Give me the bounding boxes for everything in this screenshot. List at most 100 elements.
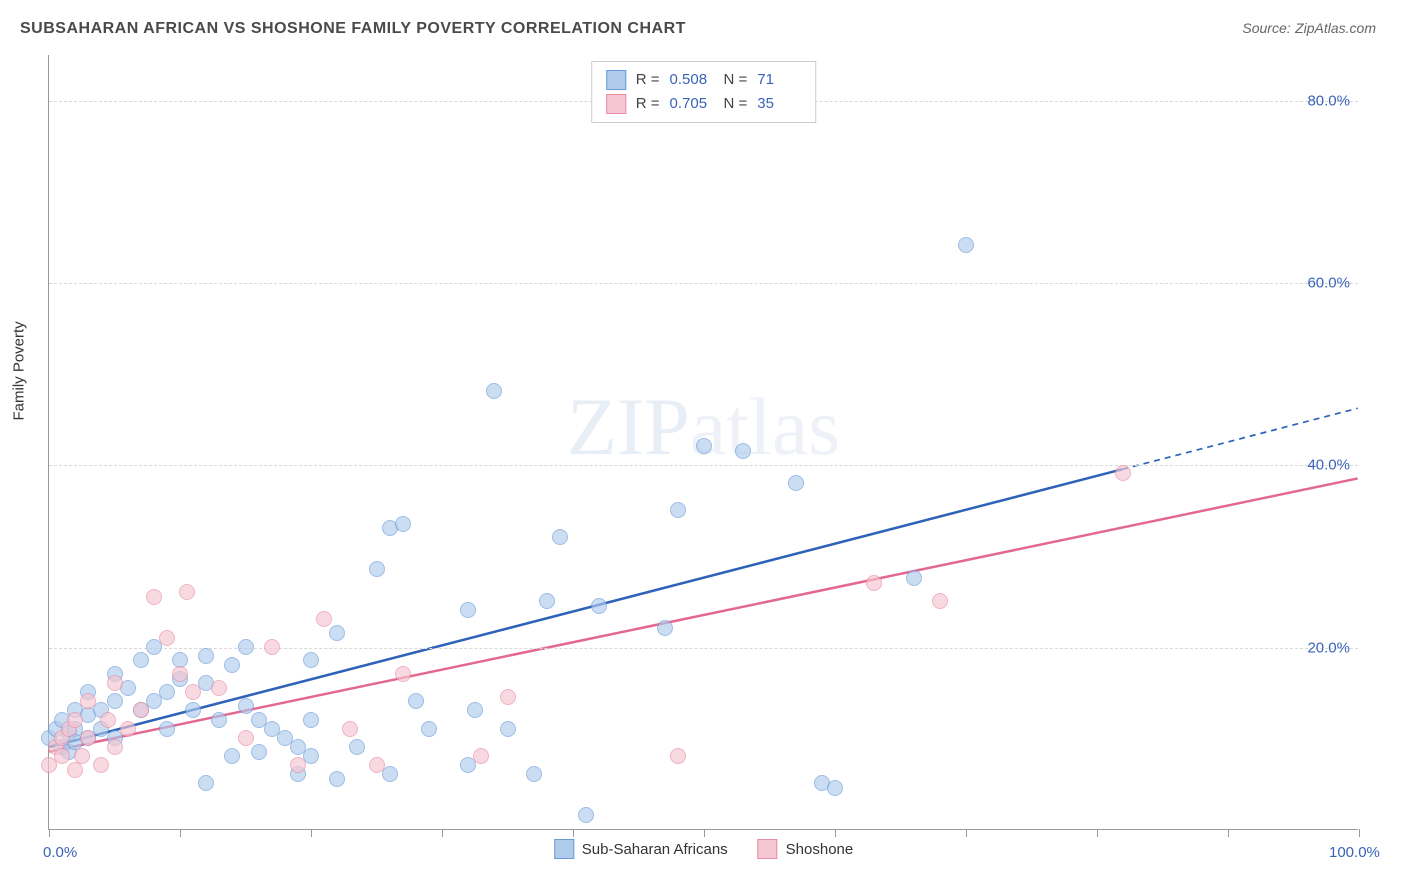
data-point bbox=[74, 748, 90, 764]
x-tick bbox=[573, 829, 574, 837]
x-tick-label: 100.0% bbox=[1329, 844, 1380, 861]
grid-line bbox=[49, 283, 1358, 284]
data-point bbox=[906, 570, 922, 586]
x-tick bbox=[1097, 829, 1098, 837]
data-point bbox=[264, 639, 280, 655]
source-label: Source: bbox=[1242, 20, 1290, 36]
y-tick-label: 80.0% bbox=[1307, 92, 1350, 109]
legend-swatch bbox=[606, 94, 626, 114]
data-point bbox=[467, 702, 483, 718]
x-tick bbox=[704, 829, 705, 837]
data-point bbox=[93, 757, 109, 773]
data-point bbox=[329, 771, 345, 787]
data-point bbox=[316, 611, 332, 627]
data-point bbox=[133, 702, 149, 718]
legend-swatch bbox=[606, 70, 626, 90]
data-point bbox=[578, 807, 594, 823]
data-point bbox=[500, 721, 516, 737]
legend-swatch bbox=[554, 839, 574, 859]
data-point bbox=[342, 721, 358, 737]
data-point bbox=[369, 561, 385, 577]
legend-item: Shoshone bbox=[758, 839, 854, 859]
data-point bbox=[159, 684, 175, 700]
data-point bbox=[696, 438, 712, 454]
r-value: 0.705 bbox=[670, 92, 714, 116]
data-point bbox=[303, 652, 319, 668]
data-point bbox=[408, 693, 424, 709]
data-point bbox=[735, 443, 751, 459]
data-point bbox=[473, 748, 489, 764]
grid-line bbox=[49, 465, 1358, 466]
legend-swatch bbox=[758, 839, 778, 859]
data-point bbox=[80, 693, 96, 709]
data-point bbox=[1115, 465, 1131, 481]
n-label: N = bbox=[724, 68, 748, 92]
data-point bbox=[670, 502, 686, 518]
data-point bbox=[932, 593, 948, 609]
x-tick bbox=[966, 829, 967, 837]
data-point bbox=[146, 589, 162, 605]
data-point bbox=[251, 744, 267, 760]
r-label: R = bbox=[636, 92, 660, 116]
y-tick-label: 40.0% bbox=[1307, 457, 1350, 474]
x-tick bbox=[1359, 829, 1360, 837]
data-point bbox=[382, 766, 398, 782]
data-point bbox=[120, 721, 136, 737]
data-point bbox=[395, 666, 411, 682]
source-attribution: Source: ZipAtlas.com bbox=[1242, 20, 1376, 38]
data-point bbox=[67, 712, 83, 728]
x-tick bbox=[1228, 829, 1229, 837]
data-point bbox=[185, 684, 201, 700]
y-tick-label: 60.0% bbox=[1307, 274, 1350, 291]
y-axis-title: Family Poverty bbox=[11, 321, 28, 420]
x-tick bbox=[311, 829, 312, 837]
data-point bbox=[100, 712, 116, 728]
legend-rn-row: R =0.508N =71 bbox=[606, 68, 802, 92]
data-point bbox=[198, 648, 214, 664]
data-point bbox=[552, 529, 568, 545]
correlation-legend: R =0.508N =71R =0.705N =35 bbox=[591, 61, 817, 123]
data-point bbox=[290, 757, 306, 773]
watermark: ZIPatlas bbox=[567, 380, 840, 474]
data-point bbox=[421, 721, 437, 737]
scatter-plot: ZIPatlas Family Poverty R =0.508N =71R =… bbox=[48, 55, 1358, 830]
data-point bbox=[526, 766, 542, 782]
data-point bbox=[238, 730, 254, 746]
x-tick bbox=[442, 829, 443, 837]
data-point bbox=[349, 739, 365, 755]
data-point bbox=[179, 584, 195, 600]
data-point bbox=[238, 639, 254, 655]
r-label: R = bbox=[636, 68, 660, 92]
data-point bbox=[211, 680, 227, 696]
chart-title: SUBSAHARAN AFRICAN VS SHOSHONE FAMILY PO… bbox=[20, 20, 686, 38]
data-point bbox=[500, 689, 516, 705]
data-point bbox=[159, 721, 175, 737]
data-point bbox=[329, 625, 345, 641]
data-point bbox=[303, 712, 319, 728]
data-point bbox=[172, 666, 188, 682]
data-point bbox=[395, 516, 411, 532]
y-tick-label: 20.0% bbox=[1307, 639, 1350, 656]
n-label: N = bbox=[724, 92, 748, 116]
n-value: 35 bbox=[757, 92, 801, 116]
data-point bbox=[159, 630, 175, 646]
series-legend: Sub-Saharan AfricansShoshone bbox=[554, 839, 853, 859]
data-point bbox=[958, 237, 974, 253]
data-point bbox=[80, 730, 96, 746]
data-point bbox=[788, 475, 804, 491]
x-tick bbox=[180, 829, 181, 837]
data-point bbox=[238, 698, 254, 714]
data-point bbox=[657, 620, 673, 636]
data-point bbox=[591, 598, 607, 614]
data-point bbox=[107, 693, 123, 709]
data-point bbox=[198, 775, 214, 791]
n-value: 71 bbox=[757, 68, 801, 92]
data-point bbox=[369, 757, 385, 773]
data-point bbox=[224, 657, 240, 673]
data-point bbox=[224, 748, 240, 764]
data-point bbox=[486, 383, 502, 399]
legend-label: Shoshone bbox=[786, 841, 854, 858]
x-tick-label: 0.0% bbox=[43, 844, 77, 861]
data-point bbox=[670, 748, 686, 764]
data-point bbox=[185, 702, 201, 718]
